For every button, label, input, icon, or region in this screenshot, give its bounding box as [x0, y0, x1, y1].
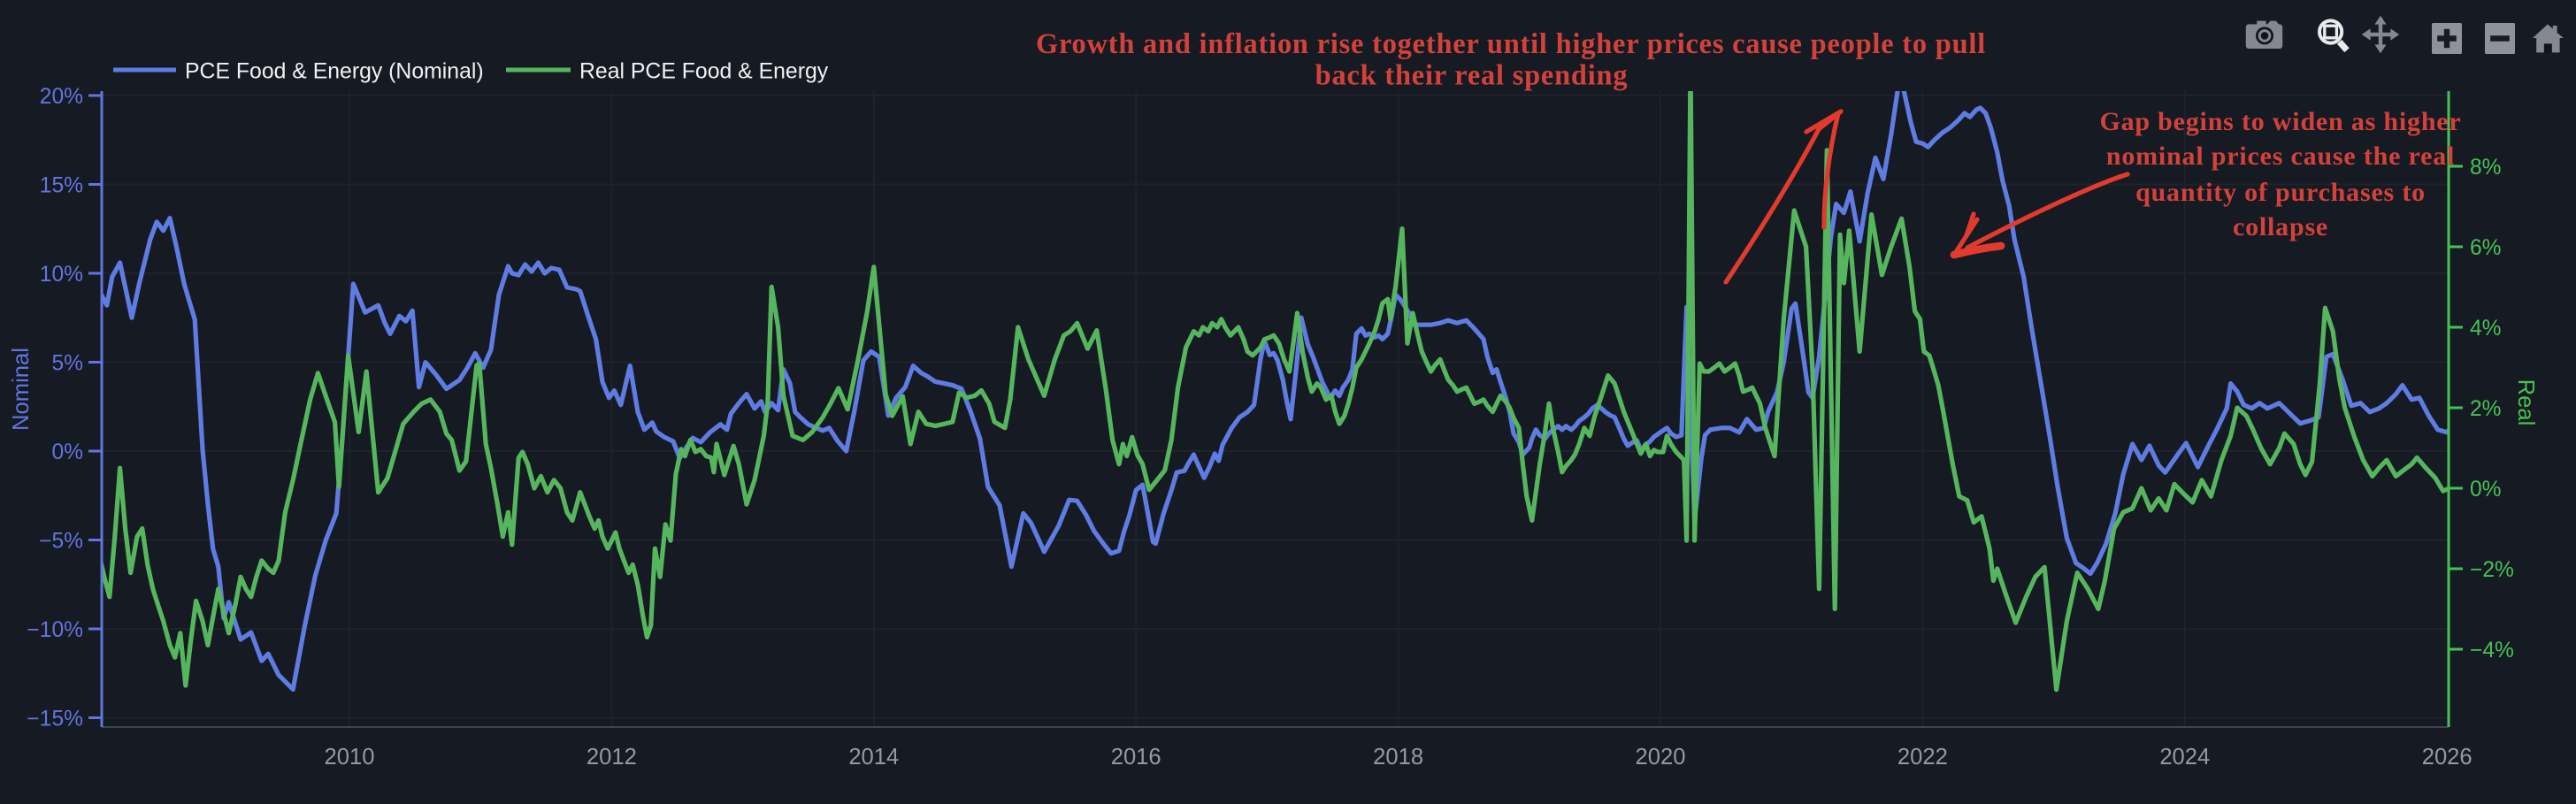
- svg-text:2016: 2016: [1111, 745, 1162, 770]
- svg-text:0%: 0%: [51, 440, 83, 464]
- svg-text:back their real spending: back their real spending: [1315, 60, 1629, 92]
- svg-text:2%: 2%: [2470, 397, 2502, 421]
- svg-text:2024: 2024: [2159, 745, 2210, 770]
- svg-text:15%: 15%: [40, 173, 83, 197]
- svg-text:PCE Food & Energy (Nominal): PCE Food & Energy (Nominal): [185, 59, 484, 83]
- svg-text:−15%: −15%: [27, 707, 83, 731]
- svg-text:2020: 2020: [1636, 745, 1686, 770]
- svg-text:−4%: −4%: [2470, 639, 2514, 662]
- svg-text:Real: Real: [2513, 379, 2538, 426]
- svg-text:quantity of purchases to: quantity of purchases to: [2135, 178, 2426, 207]
- svg-text:−10%: −10%: [27, 618, 83, 642]
- svg-text:Gap begins to widen as higher: Gap begins to widen as higher: [2099, 107, 2461, 136]
- svg-text:2022: 2022: [1898, 745, 1948, 770]
- svg-text:8%: 8%: [2470, 156, 2502, 180]
- svg-text:0%: 0%: [2470, 478, 2502, 502]
- svg-text:6%: 6%: [2470, 236, 2502, 260]
- svg-text:2012: 2012: [586, 745, 637, 770]
- svg-text:nominal prices cause the real: nominal prices cause the real: [2106, 142, 2455, 171]
- svg-text:2014: 2014: [848, 745, 899, 770]
- svg-text:Nominal: Nominal: [9, 348, 34, 431]
- svg-text:2010: 2010: [325, 745, 375, 770]
- svg-text:2026: 2026: [2422, 745, 2472, 770]
- svg-text:Real PCE Food & Energy: Real PCE Food & Energy: [579, 59, 829, 83]
- svg-text:10%: 10%: [40, 263, 83, 287]
- svg-text:−2%: −2%: [2470, 558, 2514, 582]
- svg-text:20%: 20%: [40, 85, 83, 109]
- svg-text:Growth and inflation rise toge: Growth and inflation rise together until…: [1036, 28, 1986, 60]
- svg-text:collapse: collapse: [2233, 212, 2328, 241]
- svg-text:5%: 5%: [51, 351, 83, 375]
- svg-text:2018: 2018: [1373, 745, 1423, 770]
- svg-text:4%: 4%: [2470, 317, 2502, 341]
- svg-text:−5%: −5%: [39, 529, 83, 553]
